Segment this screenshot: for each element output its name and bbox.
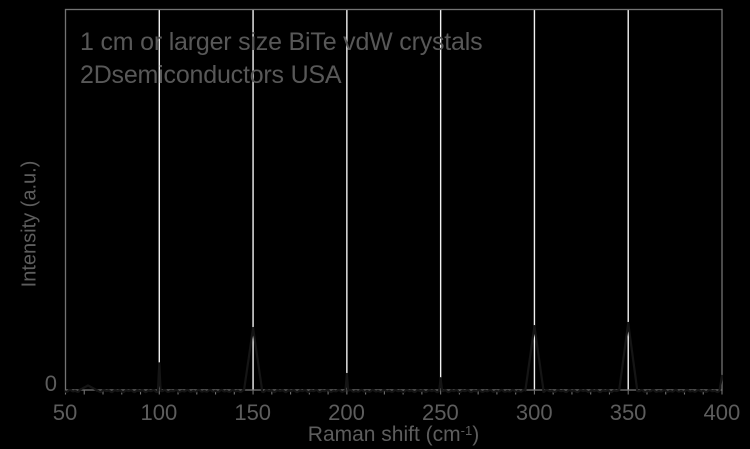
x-axis-tick-label: 300 <box>515 400 553 425</box>
x-axis-tick-label: 200 <box>328 400 365 425</box>
chart-title: 1 cm or larger size BiTe vdW crystals 2D… <box>80 26 483 92</box>
x-axis-tick-label: 400 <box>703 400 741 425</box>
x-axis-title-text: Raman shift (cm <box>307 423 461 446</box>
x-axis-title: Raman shift (cm-1) <box>65 423 722 447</box>
x-axis-title-close-paren: ) <box>472 423 480 446</box>
chart-title-line1: 1 cm or larger size BiTe vdW crystals <box>80 28 483 56</box>
x-axis-title-superscript: -1 <box>460 423 473 438</box>
x-axis-tick-label: 50 <box>52 400 78 425</box>
spectrum-curve <box>64 321 724 394</box>
y-axis-tick-label-0: 0 <box>44 371 57 396</box>
chart-title-line2: 2Dsemiconductors USA <box>80 61 342 89</box>
x-axis-tick-label: 100 <box>140 400 178 425</box>
x-axis-tick-label: 250 <box>422 400 459 425</box>
x-axis-tick-labels: 50 100 150 200 250 300 350 400 <box>35 400 750 426</box>
x-axis-tick-label: 150 <box>234 400 272 425</box>
y-axis-title: Intensity (a.u.) <box>18 160 41 288</box>
x-gridlines <box>158 9 629 390</box>
x-axis-tick-label: 350 <box>609 400 647 425</box>
